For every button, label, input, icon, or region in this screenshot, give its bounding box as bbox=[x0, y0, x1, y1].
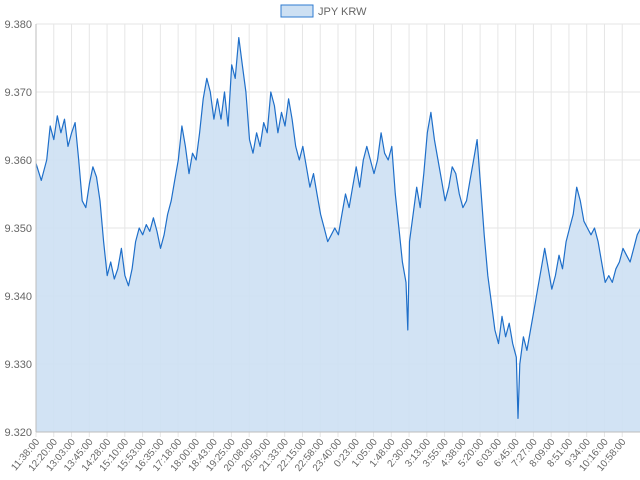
y-tick-label: 9.330 bbox=[4, 359, 32, 371]
legend-swatch[interactable] bbox=[280, 4, 314, 18]
y-tick-label: 9.360 bbox=[4, 155, 32, 167]
y-tick-label: 9.320 bbox=[4, 427, 32, 439]
series-line bbox=[35, 37, 640, 419]
y-tick-label: 9.350 bbox=[4, 223, 32, 235]
legend-label[interactable]: JPY KRW bbox=[318, 6, 367, 18]
y-tick-label: 9.370 bbox=[4, 87, 32, 99]
y-tick-label: 9.340 bbox=[4, 291, 32, 303]
y-tick-label: 9.380 bbox=[4, 19, 32, 31]
legend[interactable]: JPY KRW bbox=[280, 4, 367, 18]
series-layer bbox=[35, 37, 640, 432]
